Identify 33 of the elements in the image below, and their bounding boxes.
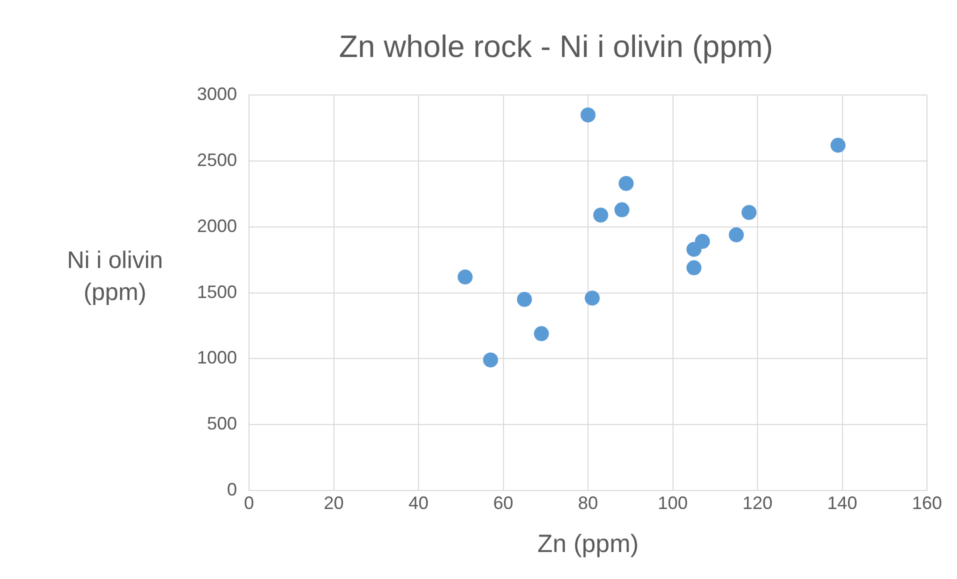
- y-tick-label: 2500: [196, 150, 238, 170]
- point: [614, 202, 630, 218]
- point: [728, 227, 744, 242]
- y-tick-label: 2000: [196, 216, 238, 236]
- point: [580, 107, 596, 122]
- point: [584, 290, 600, 306]
- x-tick-label: 120: [742, 493, 773, 514]
- x-tick-label: 20: [324, 493, 344, 514]
- x-axis-title: Zn (ppm): [537, 530, 639, 558]
- x-tick-label: 140: [827, 493, 858, 514]
- point: [830, 138, 846, 153]
- chart-title: Zn whole rock - Ni i olivin (ppm): [338, 29, 774, 64]
- x-tick-label: 60: [493, 493, 514, 514]
- y-tick-label: 1000: [196, 348, 238, 368]
- point: [534, 326, 549, 342]
- point: [742, 204, 757, 220]
- x-tick-label: 100: [658, 493, 688, 514]
- y-tick-label: 1500: [196, 282, 238, 302]
- point: [516, 292, 532, 307]
- x-tick-label: 0: [244, 493, 254, 514]
- point: [593, 208, 608, 223]
- point: [686, 260, 702, 276]
- point: [694, 234, 710, 249]
- x-tick-label: 160: [912, 493, 942, 514]
- y-tick-label: 500: [206, 414, 238, 434]
- x-tick-label: 80: [578, 493, 598, 514]
- y-tick-label: 3000: [196, 84, 238, 104]
- x-tick-label: 40: [408, 493, 429, 514]
- y-axis-title: Ni i olivin (ppm): [66, 246, 164, 308]
- point: [483, 352, 498, 368]
- y-tick-label: 0: [227, 479, 238, 500]
- point: [618, 176, 634, 191]
- point: [458, 269, 473, 284]
